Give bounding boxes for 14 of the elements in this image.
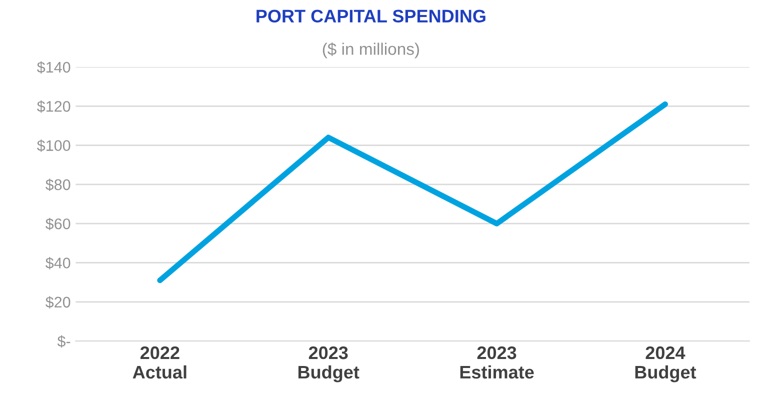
y-tick-label: $120: [37, 100, 70, 113]
y-tick-label: $20: [46, 296, 70, 308]
x-tick-label: 2023 Budget: [298, 346, 360, 382]
x-tick-label: 2022 Actual: [132, 346, 186, 379]
y-tick-label: $100: [37, 140, 70, 152]
y-tick-label: $140: [37, 61, 70, 74]
y-tick-label: $80: [46, 178, 70, 192]
y-tick-label: $40: [46, 256, 70, 270]
chart-subtitle: ($ in millions): [322, 42, 419, 58]
chart-title: PORT CAPITAL SPENDING: [256, 10, 486, 23]
y-tick-label: $60: [46, 218, 70, 230]
y-tick-label: $-: [57, 335, 70, 348]
x-tick-label: 2023 Estimate: [460, 346, 534, 379]
x-tick-label: 2024 Budget: [635, 346, 696, 382]
